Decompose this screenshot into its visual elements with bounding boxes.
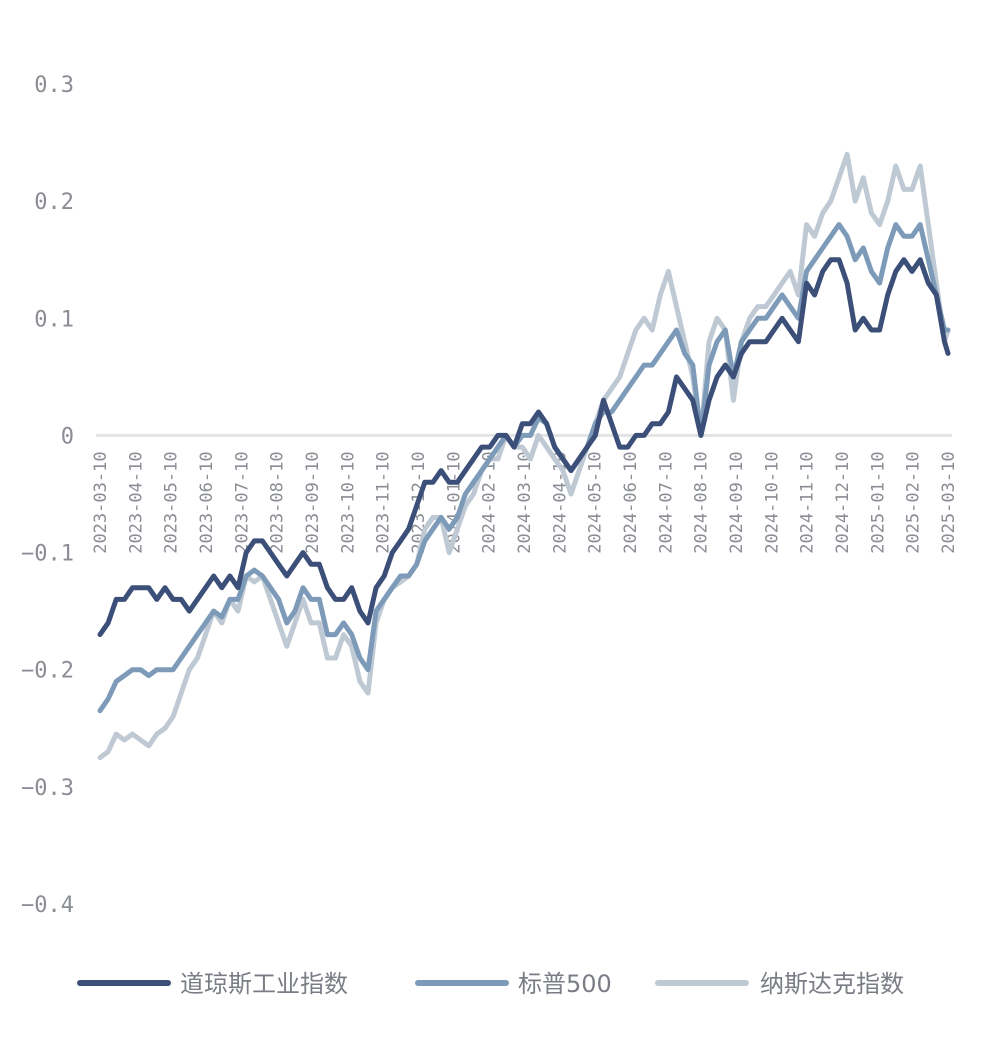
x-tick-label: 2023-07-10 [232,451,252,553]
x-tick-label: 2023-05-10 [162,451,182,553]
y-tick-label: 0 [61,424,74,449]
x-tick-label: 2024-10-10 [762,451,782,553]
legend-label: 纳斯达克指数 [760,970,904,998]
x-tick-label: 2024-12-10 [833,451,853,553]
x-tick-label: 2023-04-10 [126,451,146,553]
x-tick-label: 2024-07-10 [656,451,676,553]
x-tick-label: 2023-03-10 [91,451,111,553]
x-tick-label: 2024-02-10 [480,451,500,553]
x-tick-label: 2023-06-10 [197,451,217,553]
x-tick-label: 2024-09-10 [727,451,747,553]
x-tick-label: 2024-08-10 [692,451,712,553]
y-tick-label: 0.3 [34,73,74,98]
x-tick-label: 2023-08-10 [268,451,288,553]
y-tick-label: −0.1 [21,542,74,567]
x-tick-label: 2025-01-10 [868,451,888,553]
x-axis-ticks: 2023-03-10 2023-04-10 2023-05-10 2023-06-10… [91,451,959,553]
legend-label: 标普500 [518,970,612,998]
y-tick-label: −0.3 [21,776,74,801]
y-tick-label: −0.4 [21,893,74,918]
x-tick-label: 2025-02-10 [904,451,924,553]
x-tick-label: 2024-11-10 [798,451,818,553]
legend-label: 道琼斯工业指数 [180,970,348,998]
x-tick-label: 2024-03-10 [515,451,535,553]
x-tick-label: 2024-05-10 [586,451,606,553]
x-tick-label: 2025-03-10 [939,451,959,553]
series-line-1 [97,222,951,714]
y-tick-label: −0.2 [21,659,74,684]
x-tick-label: 2023-11-10 [374,451,394,553]
x-tick-label: 2024-06-10 [621,451,641,553]
x-tick-label: 2023-10-10 [338,451,358,553]
y-axis-ticks: 0.3 0.2 0.1 0 −0.1 −0.2 −0.3 −0.4 [21,73,74,918]
x-tick-label: 2023-09-10 [303,451,323,553]
series-line-0 [97,257,951,638]
legend: 道琼斯工业指数 标普500 纳斯达克指数 [77,970,904,998]
series-lines [97,151,951,761]
y-tick-label: 0.2 [34,190,74,215]
y-tick-label: 0.1 [34,307,74,332]
